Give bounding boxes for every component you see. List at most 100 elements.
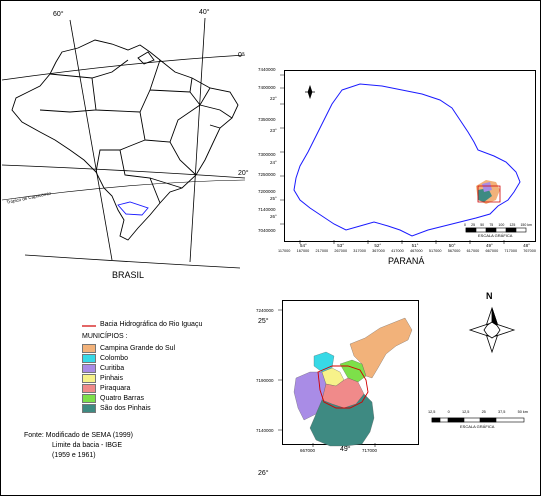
parana-x-label: 167000 [296, 249, 310, 253]
lon-label-60: 60° [53, 11, 64, 18]
legend-swatch [82, 353, 96, 363]
parana-map-frame [284, 70, 536, 242]
legend-swatch [82, 343, 96, 353]
legend-swatch [82, 403, 96, 413]
scale-tick: 12,5 [461, 410, 470, 414]
scale-tick: 37,5 [498, 410, 506, 414]
legend-swatch [82, 373, 96, 383]
parana-x-label: 317000 [353, 249, 366, 253]
equator-line [1, 54, 246, 81]
legend-item-label: Pinhais [100, 374, 123, 382]
parana-x-label: 117000 [278, 249, 291, 253]
north-arrow [468, 306, 516, 354]
scale-tick: 12,5 [428, 410, 436, 414]
sao-jose-dos-pinhais-area [309, 393, 375, 447]
parana-y-label: 7140000 [258, 207, 276, 212]
parana-x-label: 267000 [334, 249, 348, 253]
parana-x-label: 467000 [409, 249, 423, 253]
parana-x-label: 617000 [466, 249, 480, 253]
legend-item-label: Curitiba [100, 364, 125, 372]
legend-item-label: Campina Grande do Sul [100, 344, 176, 352]
parana-lon-label: 48° [523, 243, 530, 248]
parana-outline [293, 83, 521, 237]
basin-y-bot: 7140000 [256, 428, 274, 433]
parana-lon-label: 49° [485, 243, 493, 248]
parana-lon-label: 52° [374, 243, 382, 248]
source-line-1: Fonte: Modificado de SEMA (1999) [24, 432, 133, 439]
legend-item: Piraquara [82, 383, 130, 393]
scale-tick: 75 [489, 223, 494, 227]
legend-item-label: São dos Pinhais [100, 404, 151, 412]
lon-label-40: 40° [199, 9, 210, 16]
parallel-20-line [1, 164, 246, 179]
legend-municipios-label: MUNICÍPIOS : [82, 333, 128, 340]
lat-label-20: 20° [238, 170, 249, 177]
state-lines [39, 51, 233, 204]
basin-x-mid: 49° [340, 446, 351, 453]
parana-y-label: 7250000 [258, 172, 276, 177]
scale-tick: 25 [481, 410, 486, 414]
parana-lat-label: 26° [270, 214, 277, 219]
parana-x-label: 767000 [523, 249, 536, 253]
parana-lon-label: 50° [448, 243, 456, 248]
parana-x-label: 667000 [485, 249, 499, 253]
parana-x-label: 217000 [315, 249, 329, 253]
parana-x-label: 367000 [372, 249, 385, 253]
grid-bottom-line [24, 254, 241, 269]
scale-tick: 125 [509, 223, 516, 227]
scale-tick: 100 [498, 223, 505, 227]
parana-lon-label: 51° [411, 243, 419, 248]
brasil-outline [11, 39, 239, 241]
parana-scale-ticks: 0 25 50 75 100 125 150 km [464, 223, 532, 227]
parana-y-label: 7440000 [258, 67, 276, 72]
basin-y-mid: 7190000 [256, 378, 274, 383]
parana-x-labels: 117000 167000 217000 267000 317000 36700… [278, 249, 536, 253]
parana-basin-inset [476, 180, 501, 204]
parana-y-label: 7200000 [258, 189, 276, 194]
meridian-40-line [189, 17, 206, 263]
basin-scale-label: ESCALA GRÁFICA [460, 424, 495, 429]
parana-lon-labels: 54° 53° 52° 51° 50° 49° 48° [300, 243, 530, 248]
scale-tick: 0 [447, 410, 450, 414]
legend-swatch [82, 383, 96, 393]
lat-label-0: 0° [238, 52, 245, 59]
basin-boundary [317, 365, 369, 409]
parana-lat-label: 23° [270, 128, 277, 133]
scale-tick: 50 [480, 223, 485, 227]
source-line-3: (1959 e 1961) [52, 452, 96, 459]
scale-tick: 150 km [520, 223, 532, 227]
basin-lat-top: 25° [258, 318, 269, 325]
brasil-title: BRASIL [112, 270, 145, 280]
parana-lat-label: 24° [270, 160, 277, 165]
basin-y-top: 7240000 [256, 308, 274, 313]
legend-item-label: Piraquara [100, 384, 131, 392]
basin-scale-ticks: 12,5 0 12,5 25 37,5 50 km [428, 410, 528, 414]
parana-y-label: 7040000 [258, 228, 276, 233]
legend-item-label: Colombo [100, 354, 129, 362]
legend-item: Quatro Barras [82, 393, 144, 403]
legend-item-label: Quatro Barras [100, 394, 144, 402]
north-label: N [486, 291, 493, 301]
parana-y-label: 7350000 [258, 117, 276, 122]
legend-item: Pinhais [82, 373, 123, 383]
legend-item: Colombo [82, 353, 128, 363]
parana-y-label: 7400000 [258, 85, 276, 90]
parana-x-label: 417000 [391, 249, 404, 253]
scale-tick: 0 [464, 223, 466, 227]
parana-lat-label: 22° [270, 96, 277, 101]
legend-swatch [82, 363, 96, 373]
legend-item: Campina Grande do Sul [82, 343, 175, 353]
scale-tick: 50 km [517, 410, 528, 414]
parana-scale-label: ESCALA GRÁFICA [478, 233, 513, 238]
legend-item: Curitiba [82, 363, 124, 373]
parana-x-label: 567000 [447, 249, 461, 253]
source-line-2: Limite da bacia - IBGE [52, 442, 123, 449]
basin-scale-bar [431, 417, 525, 423]
parana-title: PARANÁ [388, 256, 425, 266]
parana-x-label: 517000 [428, 249, 442, 253]
parana-lon-label: 54° [300, 243, 307, 248]
